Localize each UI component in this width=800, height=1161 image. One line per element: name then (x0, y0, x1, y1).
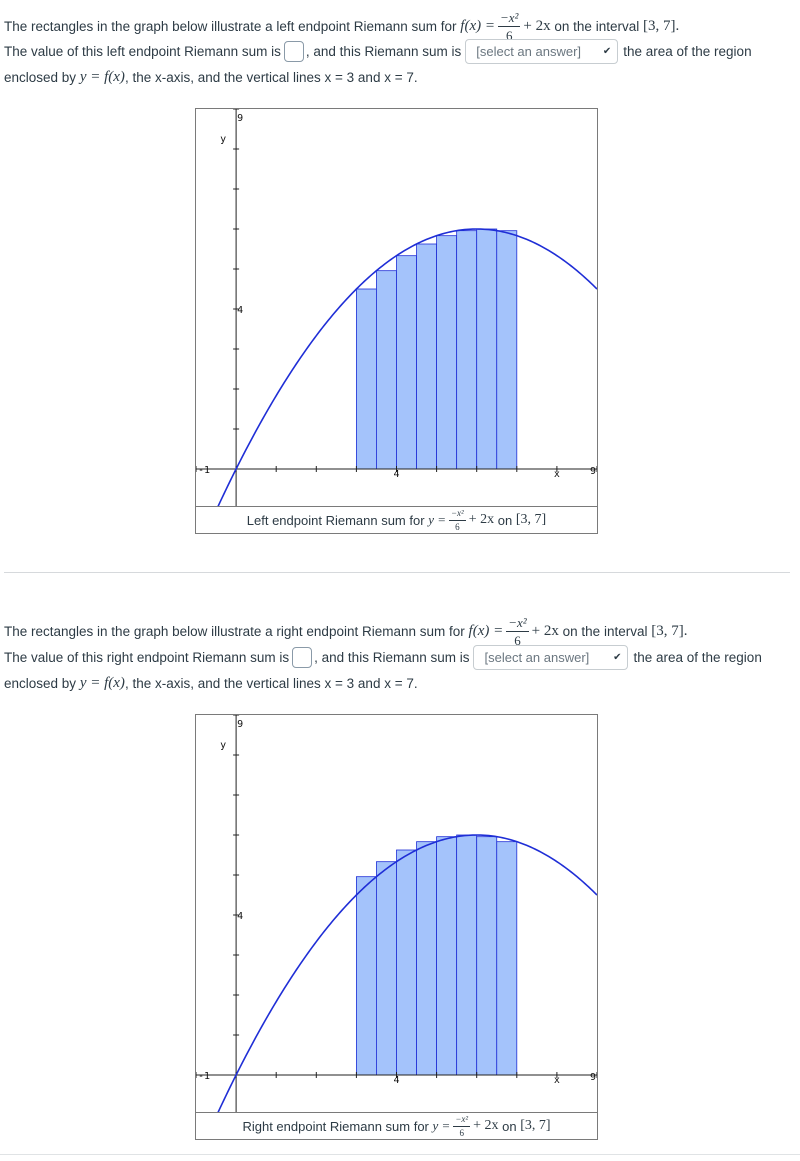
riemann-sum-input[interactable] (283, 41, 304, 62)
question-divider (4, 572, 790, 573)
tick-label: 4 (394, 1075, 400, 1086)
function-curve (215, 228, 597, 509)
question-text: The rectangles in the graph below illust… (4, 624, 465, 639)
function-tail: + 2x (523, 18, 551, 34)
riemann-rectangle (496, 841, 518, 1076)
tick-label: x (554, 1075, 560, 1086)
question-text: on the interval (554, 19, 640, 34)
select-value: [select an answer] (476, 44, 582, 59)
chevron-down-icon: ✔ (602, 46, 612, 57)
graph-caption: Left endpoint Riemann sum for y = −x² 6 … (196, 506, 597, 533)
fraction-denominator: 6 (459, 1127, 464, 1138)
tick-label: 9 (590, 466, 596, 477)
fraction-numerator: −x² (453, 1114, 471, 1127)
riemann-rectangle (436, 235, 458, 470)
question-line-1: The rectangles in the graph below illust… (4, 616, 687, 647)
riemann-rectangle (355, 288, 377, 470)
riemann-rectangle (416, 243, 438, 470)
riemann-rectangle (476, 228, 498, 470)
function-name: f(x) = (468, 623, 504, 639)
caption-math: y = (432, 1118, 451, 1133)
interval-text: [3, 7]. (642, 18, 680, 34)
function-fraction: −x² 6 (497, 10, 521, 43)
riemann-rectangle (476, 836, 498, 1076)
riemann-rectangle (376, 270, 397, 470)
question-line-3: enclosed by y = f(x) , the x-axis, and t… (4, 675, 418, 692)
question-text: enclosed by (4, 70, 77, 85)
caption-text: on (497, 512, 513, 528)
select-value: [select an answer] (484, 650, 590, 665)
question-text: The value of this right endpoint Riemann… (4, 650, 290, 665)
caption-interval: [3, 7] (515, 512, 547, 527)
tick-label: -1 (198, 1071, 210, 1082)
chevron-down-icon: ✔ (613, 652, 622, 663)
caption-fraction: −x² 6 (448, 508, 466, 532)
function-fraction: −x² 6 (506, 615, 529, 648)
caption-text: Right endpoint Riemann sum for (242, 1118, 429, 1134)
caption-text: on (502, 1118, 517, 1134)
caption-math: + 2x (473, 1118, 499, 1133)
interval-text: [3, 7]. (651, 623, 688, 639)
caption-fraction: −x² 6 (453, 1114, 471, 1138)
caption-interval: [3, 7] (520, 1118, 551, 1133)
caption-math: y = (428, 512, 446, 527)
fraction-numerator: −x² (506, 615, 529, 632)
tick-label: 4 (394, 469, 400, 480)
tick-label: 4 (237, 305, 243, 316)
riemann-rectangle (355, 876, 377, 1076)
riemann-rectangle (436, 836, 458, 1076)
fraction-numerator: −x² (497, 10, 521, 27)
question-text: , and this Riemann sum is (314, 650, 470, 665)
riemann-rectangle (496, 230, 518, 470)
function-curve (215, 834, 597, 1115)
riemann-sum-input[interactable] (292, 647, 313, 668)
question-text: , the x-axis, and the vertical lines x =… (124, 70, 418, 85)
math-text: y = f(x) (79, 675, 125, 691)
question-line-2: The value of this left endpoint Riemann … (4, 39, 752, 64)
caption-math: + 2x (468, 512, 495, 527)
graph-caption: Right endpoint Riemann sum for y = −x² 6… (196, 1112, 597, 1139)
question-text: the area of the region (623, 44, 752, 59)
page-bottom-divider (0, 1154, 800, 1155)
function-name: f(x) = (460, 18, 495, 34)
function-tail: + 2x (531, 623, 559, 639)
riemann-rectangle (376, 861, 397, 1076)
tick-label: 9 (590, 1072, 596, 1083)
question-line-2: The value of this right endpoint Riemann… (4, 645, 762, 670)
tick-label: y (220, 134, 226, 145)
fraction-denominator: 6 (514, 633, 521, 648)
math-text: y = f(x) (79, 69, 125, 85)
tick-label: 9 (237, 113, 243, 124)
question-text: on the interval (562, 624, 648, 639)
question-text: the area of the region (633, 650, 762, 665)
fraction-denominator: 6 (455, 521, 460, 532)
tick-label: y (220, 740, 226, 751)
tick-label: 9 (237, 719, 243, 730)
caption-text: Left endpoint Riemann sum for (246, 512, 425, 528)
question-text: enclosed by (4, 676, 77, 691)
riemann-rectangle (396, 255, 417, 470)
tick-label: x (554, 469, 560, 480)
fraction-numerator: −x² (448, 508, 466, 521)
question-text: , the x-axis, and the vertical lines x =… (124, 676, 418, 691)
riemann-rectangle (416, 841, 438, 1076)
comparison-select[interactable]: [select an answer] ✔ (465, 39, 619, 64)
riemann-rectangle (396, 849, 417, 1076)
riemann-rectangle (456, 834, 478, 1076)
fraction-denominator: 6 (505, 28, 513, 43)
question-text: The rectangles in the graph below illust… (4, 19, 457, 34)
question-line-1: The rectangles in the graph below illust… (4, 11, 679, 42)
riemann-rectangle (456, 230, 478, 470)
question-text: , and this Riemann sum is (305, 44, 462, 59)
tick-label: -1 (198, 465, 210, 476)
question-text: The value of this left endpoint Riemann … (4, 44, 281, 59)
tick-label: 4 (237, 911, 243, 922)
comparison-select[interactable]: [select an answer] ✔ (473, 645, 629, 670)
question-line-3: enclosed by y = f(x) , the x-axis, and t… (4, 69, 418, 86)
